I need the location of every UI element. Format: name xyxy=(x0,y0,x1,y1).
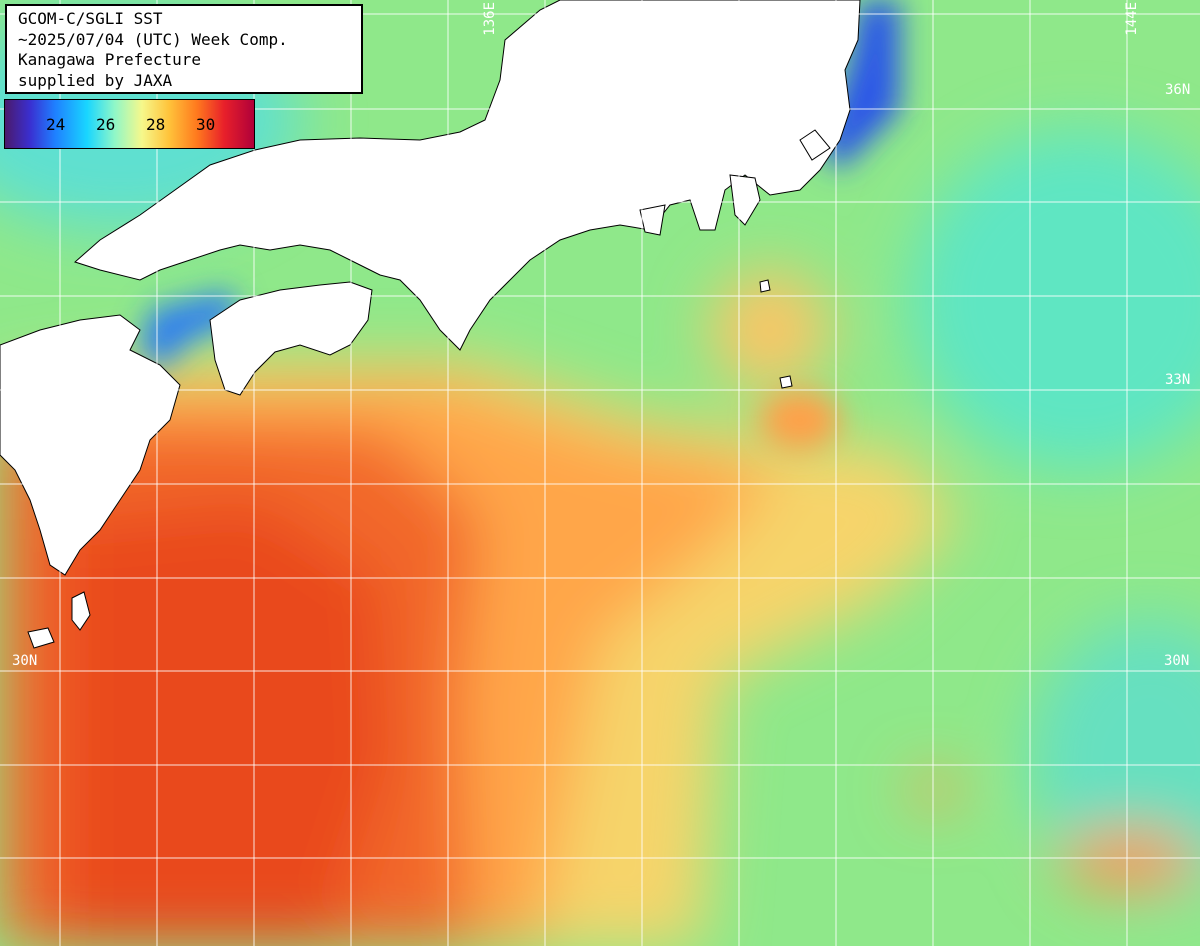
land-honshu xyxy=(74,0,861,351)
lat-label-36n: 36N xyxy=(1165,82,1191,98)
legend-tick-26: 26 xyxy=(96,115,116,134)
color-scale-legend: 24 26 28 30 xyxy=(4,99,255,149)
lat-label-30n-right: 30N xyxy=(1164,653,1190,669)
land-izu-peninsula xyxy=(639,204,666,236)
lon-label-136e: 136E xyxy=(482,2,498,36)
title-line-provider: Kanagawa Prefecture xyxy=(18,50,202,69)
title-line-product: GCOM-C/SGLI SST xyxy=(18,9,163,28)
land-sado xyxy=(799,129,831,161)
title-line-supplier: supplied by JAXA xyxy=(18,70,173,90)
lat-label-33-left: 33 xyxy=(12,374,29,390)
lat-label-33n: 33N xyxy=(1165,372,1191,388)
lat-label-30n-left: 30N xyxy=(12,653,38,669)
title-box: GCOM-C/SGLI SST ~2025/07/04 (UTC) Week C… xyxy=(5,4,363,94)
land-izu-islands xyxy=(759,279,793,389)
land-masses xyxy=(0,0,861,649)
land-yakushima xyxy=(71,591,91,631)
land-shikoku xyxy=(209,281,373,396)
land-kyushu xyxy=(0,314,181,576)
land-tanegashima xyxy=(27,627,55,649)
legend-tick-28: 28 xyxy=(146,115,166,134)
title-line-date: ~2025/07/04 (UTC) Week Comp. xyxy=(18,29,288,49)
legend-tick-24: 24 xyxy=(46,115,66,134)
lon-label-144e: 144E xyxy=(1124,2,1140,36)
land-boso xyxy=(729,174,761,226)
legend-tick-30: 30 xyxy=(196,115,216,134)
